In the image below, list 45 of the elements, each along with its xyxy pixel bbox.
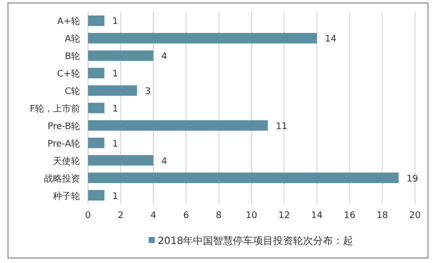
x-tick-label: 14: [311, 211, 323, 221]
bar: [88, 68, 104, 78]
data-label: 14: [324, 34, 337, 45]
data-label: 1: [112, 70, 118, 80]
bar: [88, 32, 317, 44]
x-tick-label: 18: [376, 211, 388, 221]
y-tick-label: B轮: [64, 51, 80, 62]
y-tick-label: A+轮: [57, 16, 80, 28]
x-tick-label: 2: [118, 211, 124, 221]
x-tick-label: 10: [246, 211, 258, 221]
y-tick-label: 天使轮: [53, 156, 80, 167]
y-tick-label: A轮: [64, 34, 80, 45]
bar: [88, 102, 104, 114]
data-label: 3: [145, 87, 151, 98]
legend-label: 2018年中国智慧停车项目投资轮次分布：起: [158, 235, 354, 247]
data-label: 4: [161, 52, 168, 62]
data-label: 19: [406, 174, 418, 184]
data-label: 11: [276, 122, 288, 132]
bar: [88, 85, 138, 96]
y-tick-label: Pre-A轮: [47, 138, 80, 150]
bar: [88, 120, 268, 131]
x-tick-label: 20: [409, 211, 421, 221]
bar: [88, 138, 104, 148]
y-tick-label: 种子轮: [53, 190, 80, 202]
x-tick-label: 4: [150, 211, 157, 221]
data-label: 1: [112, 139, 118, 150]
data-label: 4: [161, 156, 168, 167]
y-tick-label: F轮，上市前: [30, 104, 80, 114]
data-label: 1: [112, 17, 118, 28]
bar: [88, 15, 104, 26]
x-tick-label: 8: [216, 211, 222, 221]
bar: [88, 190, 104, 201]
data-label: 1: [112, 104, 118, 114]
x-tick-label: 6: [183, 211, 190, 221]
x-tick-label: 12: [278, 211, 290, 221]
y-tick-label: C+轮: [57, 68, 80, 80]
bar: [88, 172, 399, 184]
y-tick-label: Pre-B轮: [48, 120, 80, 132]
x-tick-label: 0: [85, 211, 92, 221]
data-label: 1: [112, 192, 118, 202]
bar: [88, 50, 154, 61]
bar: [88, 155, 154, 166]
y-tick-label: C轮: [64, 86, 80, 98]
y-tick-label: 战略投资: [44, 173, 80, 184]
x-tick-label: 16: [344, 211, 356, 221]
